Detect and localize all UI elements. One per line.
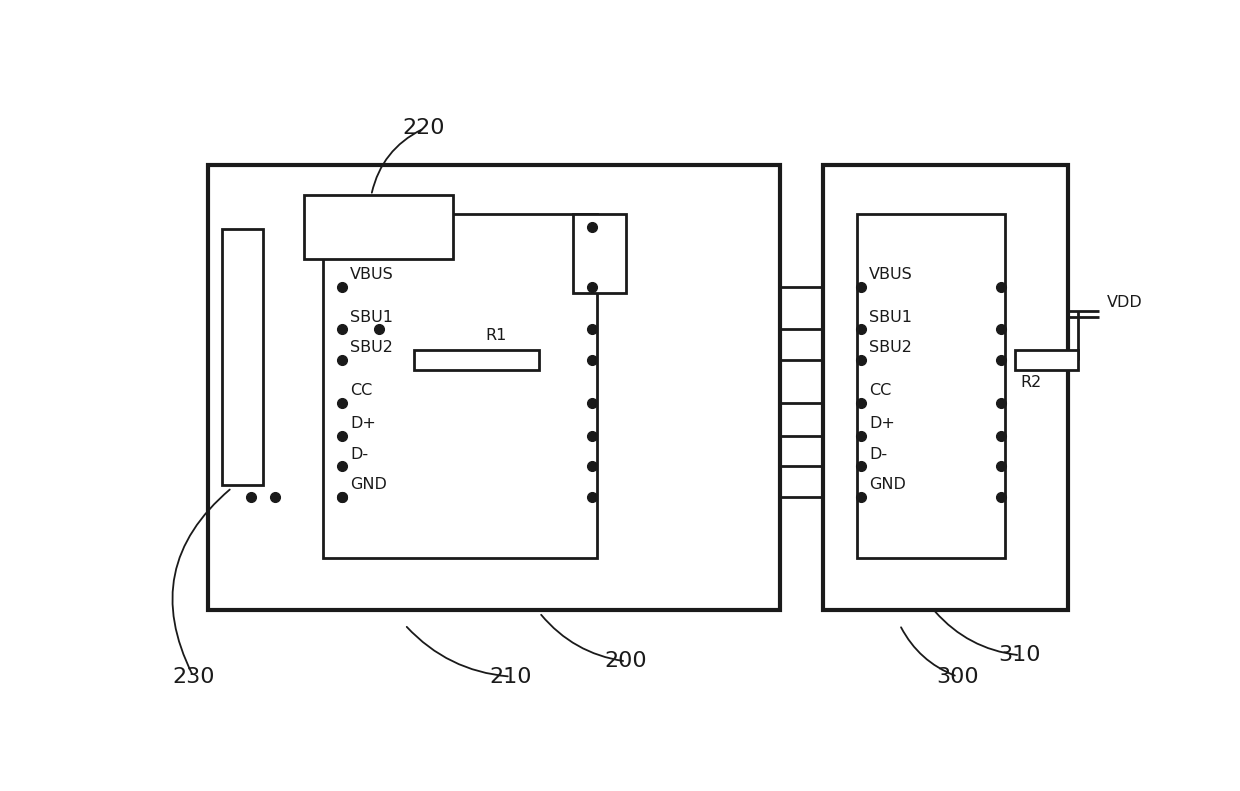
Text: 300: 300 [936,667,978,687]
Bar [324,214,596,558]
Bar [823,165,1068,610]
Text: VBUS: VBUS [869,267,913,282]
Text: 310: 310 [998,645,1042,665]
Text: SBU2: SBU2 [350,340,393,355]
Text: 220: 220 [403,119,445,138]
Text: D-: D- [869,447,887,462]
Text: SBU1: SBU1 [869,309,913,324]
Text: VDD: VDD [1106,294,1142,309]
Text: D-: D- [350,447,368,462]
Bar [208,165,780,610]
Text: CC: CC [350,383,372,398]
Bar [414,350,539,369]
Text: VBUS: VBUS [350,267,394,282]
Text: GND: GND [350,477,387,492]
Text: SBU1: SBU1 [350,309,393,324]
Bar [573,214,626,293]
Text: R1: R1 [486,327,507,343]
Text: 230: 230 [172,667,215,687]
Bar [222,229,263,485]
Text: GND: GND [869,477,906,492]
Text: CC: CC [869,383,892,398]
Text: R2: R2 [1019,375,1042,390]
Text: 210: 210 [490,667,532,687]
Bar [304,195,453,259]
Bar [1016,350,1078,369]
Text: D+: D+ [869,416,895,431]
Text: D+: D+ [350,416,376,431]
Text: SBU2: SBU2 [869,340,911,355]
Text: 200: 200 [605,651,647,672]
Bar [857,214,1006,558]
